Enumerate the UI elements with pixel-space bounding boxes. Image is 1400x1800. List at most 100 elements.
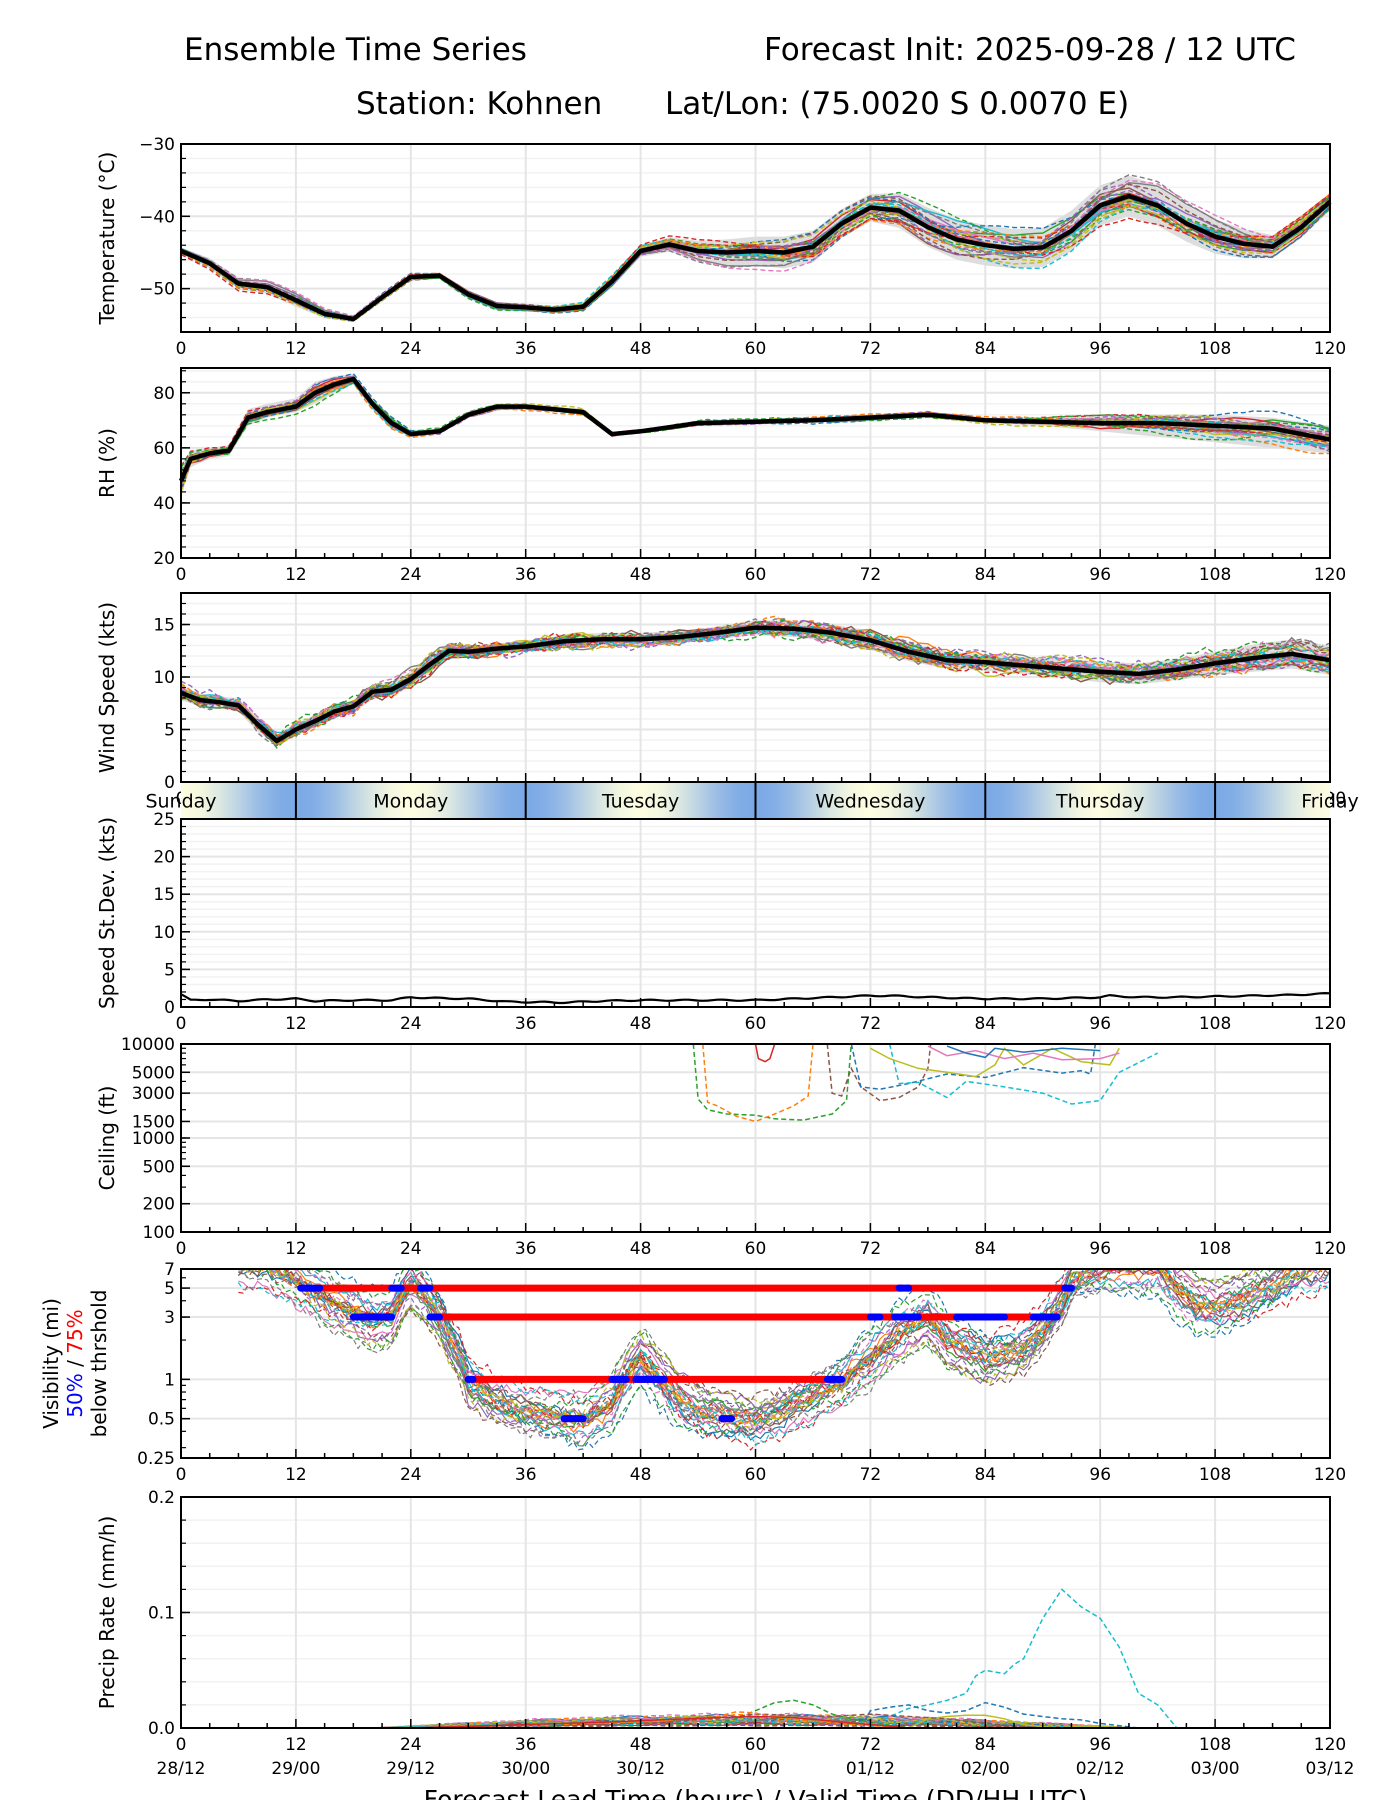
x-tick-label: 96 (1089, 1014, 1111, 1034)
y-tick-label: 7 (164, 1260, 175, 1280)
x-tick-label: 60 (745, 1014, 767, 1034)
x-tick-label: 12 (285, 339, 307, 359)
x-tick-label: 48 (630, 1239, 652, 1259)
x-tick-label: 60 (745, 1465, 767, 1485)
x-tick-label: 108 (1199, 565, 1231, 585)
x-tick-label: 120 (1314, 1239, 1346, 1259)
x-tick-label: 36 (515, 1239, 537, 1259)
visibility-member-line (237, 1269, 1330, 1447)
x-tick-label: 96 (1089, 1465, 1111, 1485)
x-tick-label: 60 (745, 1239, 767, 1259)
x-tick-label: 48 (630, 1735, 652, 1755)
panel-rh: 0 12 24 36 48 60 72 84 96 108 120 20 40 60 80 RH (%) (95, 367, 1346, 585)
x-valid-time-label: 02/00 (961, 1759, 1010, 1779)
x-tick-label: 84 (974, 1465, 996, 1485)
x-tick-label: 60 (745, 339, 767, 359)
y-tick-label: 0.5 (148, 1410, 175, 1430)
x-tick-label: 72 (860, 1014, 882, 1034)
panel-wind_speed: 01224364860728496108120051015Wind Speed … (95, 592, 1346, 809)
x-tick-label: 24 (400, 565, 422, 585)
day-label-sunday: Sunday (145, 791, 216, 813)
x-valid-time-label: 03/12 (1306, 1759, 1355, 1779)
ensemble-member-line (180, 624, 1331, 747)
ceiling-member-line (754, 1043, 776, 1063)
ceiling-member-line (888, 1043, 1159, 1105)
panel-precip: 0 12 24 36 48 60 72 84 96 108 120 0.0 0.1 0.2 Precip R… (95, 1488, 1355, 1800)
x-tick-label: 12 (285, 1239, 307, 1259)
ensemble-member-line (180, 621, 1331, 744)
y-tick-label: 40 (153, 494, 175, 514)
label-50pct: 50% (63, 1373, 87, 1417)
y-axis-label: Wind Speed (kts) (95, 602, 119, 773)
y-tick-label: 5000 (132, 1063, 175, 1083)
x-valid-time-label: 01/00 (731, 1759, 780, 1779)
panel-speed_stddev: 0 12 24 36 48 60 72 84 96 108 120 0 5 10 15 20 25 Speed S… (95, 810, 1346, 1034)
y-tick-label: 0.1 (148, 1604, 175, 1624)
x-tick-label: 48 (630, 565, 652, 585)
x-tick-label: 84 (974, 339, 996, 359)
x-tick-label: 72 (860, 565, 882, 585)
ensemble-member-line (180, 619, 1331, 739)
panel-ceiling: 0 12 24 36 48 60 72 84 96 108 120 100 200 500 10001500… (95, 1035, 1346, 1259)
panel-temperature: 0 12 24 36 48 60 72 84 96 108 120 −50 −40 −30 Temperat… (95, 135, 1346, 359)
x-valid-time-label: 29/12 (386, 1759, 435, 1779)
ensemble-member-line (180, 179, 1331, 317)
x-tick-label: 12 (285, 1014, 307, 1034)
visibility-member-line (238, 1269, 1330, 1436)
x-tick-label: 84 (974, 1014, 996, 1034)
x-tick-label: 48 (630, 1465, 652, 1485)
y-tick-label: 0.0 (148, 1719, 175, 1739)
y-tick-label: 100 (143, 1223, 175, 1243)
y-tick-label: 25 (153, 810, 175, 830)
y-axis-label: Speed St.Dev. (kts) (95, 817, 119, 1009)
panel-visibility: 0 12 24 36 48 60 72 84 96 108 120 0.25 0.5 1 3 57 Visibi… (39, 1260, 1346, 1485)
x-tick-label: 12 (285, 565, 307, 585)
x-tick-label: 108 (1199, 1239, 1231, 1259)
y-tick-label: 15 (153, 616, 175, 636)
ensemble-mean-line (180, 193, 1332, 322)
x-tick-label: 96 (1089, 339, 1111, 359)
x-tick-label: 24 (400, 339, 422, 359)
y-axis-label: Temperature (°C) (95, 152, 119, 326)
x-tick-label: 0 (176, 339, 187, 359)
x-tick-label: 36 (515, 1014, 537, 1034)
station-latlon: Lat/Lon: (75.0020 S 0.0070 E) (665, 86, 1130, 122)
day-label-friday: Friday (1301, 791, 1359, 813)
chart-title-left: Ensemble Time Series (184, 32, 527, 68)
visibility-member-line (283, 1269, 1293, 1428)
visibility-members (237, 1269, 1330, 1451)
x-valid-time-label: 30/00 (501, 1759, 550, 1779)
forecast-init: Forecast Init: 2025-09-28 / 12 UTC (764, 32, 1296, 68)
x-valid-time-label: 28/12 (157, 1759, 206, 1779)
ceiling-member-line (946, 1045, 1101, 1059)
x-tick-label: 24 (400, 1735, 422, 1755)
x-tick-label: 36 (515, 1465, 537, 1485)
y-tick-label: 500 (143, 1157, 175, 1177)
y-tick-label: −50 (139, 280, 175, 300)
y-axis-label: Visibility (mi) (39, 1298, 63, 1429)
y-tick-label: 1000 (132, 1129, 175, 1149)
x-tick-label: 24 (400, 1014, 422, 1034)
y-tick-label: 0.2 (148, 1488, 175, 1508)
y-tick-label: 0.25 (137, 1449, 175, 1469)
x-tick-label: 24 (400, 1465, 422, 1485)
x-tick-label: 36 (515, 565, 537, 585)
day-bar: Sunday Monday Tuesday Wednesday Thursday Frid… (145, 783, 1359, 818)
y-tick-label: 5 (164, 721, 175, 741)
visibility-member-line (275, 1269, 1265, 1424)
visibility-member-line (238, 1269, 1330, 1451)
label-75pct: 75% (63, 1309, 87, 1353)
y-axis-label-percent: 50% / 75% (63, 1309, 87, 1417)
y-axis-label: Ceiling (ft) (95, 1086, 119, 1191)
y-tick-label: −40 (139, 207, 175, 227)
x-tick-label: 108 (1199, 1014, 1231, 1034)
x-tick-label: 72 (860, 1239, 882, 1259)
x-tick-label: 48 (630, 339, 652, 359)
y-tick-label: 5 (164, 960, 175, 980)
y-axis-label: Precip Rate (mm/h) (95, 1516, 119, 1710)
visibility-member-line (281, 1269, 1303, 1424)
y-tick-label: 0 (164, 773, 175, 793)
x-tick-label: 60 (745, 1735, 767, 1755)
x-tick-label: 120 (1314, 1014, 1346, 1034)
